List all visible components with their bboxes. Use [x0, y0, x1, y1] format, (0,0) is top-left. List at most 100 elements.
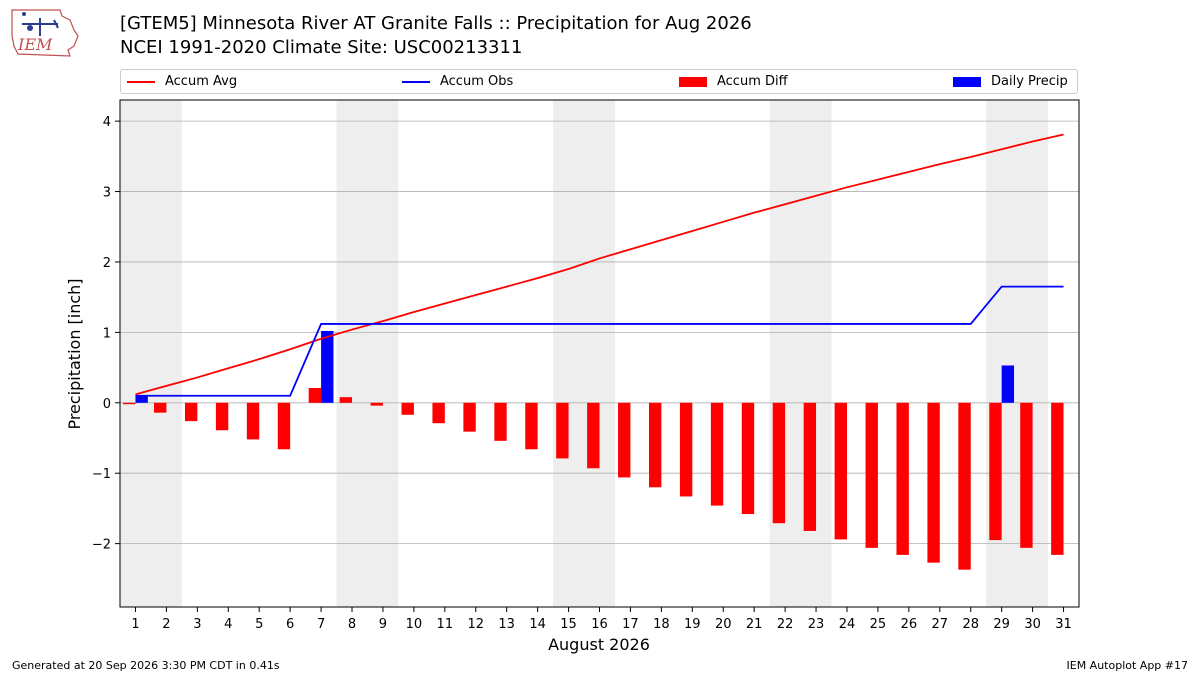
xtick-label: 8	[348, 617, 356, 632]
y-axis-label: Precipitation [inch]	[65, 278, 84, 429]
legend-swatch-accum-avg	[127, 80, 155, 83]
legend-swatch-accum-obs	[402, 80, 430, 83]
ytick-label: 4	[103, 115, 111, 130]
accum-obs-line	[135, 285, 1064, 397]
xtick-label: 12	[467, 617, 484, 632]
xtick-label: 20	[715, 617, 732, 632]
accum-diff-bar	[618, 402, 631, 478]
xtick-label: 2	[162, 617, 170, 632]
xtick-label: 27	[932, 617, 949, 632]
accum-diff-bar	[246, 402, 260, 440]
accum-diff-bar	[277, 402, 291, 450]
xtick-label: 7	[317, 617, 325, 632]
accum-diff-bar	[525, 402, 538, 450]
chart-legend: Accum Avg Accum Obs Accum Diff Daily Pre…	[120, 69, 1078, 94]
xtick-label: 24	[839, 617, 856, 632]
xtick-label: 25	[870, 617, 887, 632]
accum-diff-bar	[494, 402, 507, 441]
xtick-label: 5	[255, 617, 263, 632]
weekend-band-3	[553, 100, 615, 607]
legend-item-accum-obs: Accum Obs	[402, 74, 513, 89]
legend-label-accum-diff: Accum Diff	[717, 74, 788, 89]
chart-title: [GTEM5] Minnesota River AT Granite Falls…	[120, 13, 752, 34]
accum-diff-bar	[989, 402, 1002, 541]
xtick-label: 28	[962, 617, 979, 632]
legend-swatch-accum-diff	[679, 76, 707, 87]
legend-item-daily-precip: Daily Precip	[953, 74, 1068, 89]
accum-diff-bar	[339, 397, 353, 403]
footer-app: IEM Autoplot App #17	[1066, 659, 1189, 672]
xtick-label: 15	[560, 617, 577, 632]
legend-label-accum-obs: Accum Obs	[440, 74, 514, 89]
accum-diff-bar	[308, 388, 322, 403]
xtick-label: 10	[406, 617, 423, 632]
accum-diff-bar	[463, 402, 476, 432]
xtick-label: 16	[591, 617, 608, 632]
xtick-label: 29	[993, 617, 1010, 632]
daily-precip-bar	[321, 330, 334, 403]
x-axis-label: August 2026	[548, 635, 650, 654]
daily-precip-bar	[135, 395, 148, 403]
accum-diff-bar	[154, 402, 167, 413]
accum-diff-bar	[958, 402, 971, 570]
accum-diff-bar	[401, 402, 414, 415]
xtick-label: 26	[901, 617, 918, 632]
daily-precip-bar	[1001, 365, 1015, 403]
accum-diff-bar	[710, 402, 724, 506]
xtick-label: 23	[808, 617, 825, 632]
accum-diff-bar	[123, 402, 136, 405]
accum-diff-bar	[772, 402, 786, 524]
xtick-label: 30	[1024, 617, 1041, 632]
legend-item-accum-diff: Accum Diff	[679, 74, 788, 89]
xtick-label: 19	[684, 617, 701, 632]
xtick-label: 18	[653, 617, 670, 632]
svg-text:IEM: IEM	[17, 35, 53, 54]
legend-swatch-daily-precip	[953, 76, 981, 87]
xtick-label: 1	[131, 617, 139, 632]
accum-diff-bar	[184, 402, 198, 422]
ytick-label: 2	[103, 256, 111, 271]
xtick-label: 17	[622, 617, 639, 632]
xtick-label: 22	[777, 617, 794, 632]
xtick-label: 3	[193, 617, 201, 632]
accum-diff-bar	[370, 402, 383, 406]
iem-logo: IEM	[11, 9, 79, 57]
accum-diff-bar	[648, 402, 662, 488]
accum-diff-bar	[1051, 402, 1064, 555]
weekend-band-4	[769, 100, 832, 607]
accum-diff-bar	[587, 402, 600, 469]
ytick-label: 1	[103, 326, 111, 341]
xtick-label: 31	[1055, 617, 1072, 632]
xtick-label: 13	[498, 617, 515, 632]
legend-item-accum-avg: Accum Avg	[127, 74, 237, 89]
xtick-label: 9	[379, 617, 387, 632]
accum-diff-bar	[679, 402, 693, 497]
legend-label-daily-precip: Daily Precip	[991, 74, 1068, 89]
ytick-label: 0	[103, 397, 111, 412]
legend-label-accum-avg: Accum Avg	[165, 74, 238, 89]
ytick-label: 3	[103, 186, 111, 201]
accum-diff-bar	[432, 402, 445, 424]
accum-diff-bar	[834, 402, 847, 540]
accum-diff-bar	[556, 402, 569, 459]
ytick-label: −2	[92, 538, 111, 553]
weekend-band-1	[120, 100, 182, 607]
xtick-label: 4	[224, 617, 232, 632]
accum-diff-bar	[1020, 402, 1033, 548]
chart-subtitle: NCEI 1991-2020 Climate Site: USC00213311	[120, 37, 523, 58]
weekend-band-2	[336, 100, 399, 607]
accum-avg-line	[135, 133, 1064, 396]
xtick-label: 14	[529, 617, 546, 632]
accum-diff-bar	[927, 402, 940, 563]
accum-diff-bar	[865, 402, 878, 548]
ytick-label: −1	[92, 467, 111, 482]
xtick-label: 11	[437, 617, 454, 632]
xtick-label: 21	[746, 617, 763, 632]
xtick-label: 6	[286, 617, 294, 632]
footer-generated: Generated at 20 Sep 2026 3:30 PM CDT in …	[12, 659, 280, 672]
accum-diff-bar	[896, 402, 909, 555]
accum-diff-bar	[803, 402, 817, 531]
accum-diff-bar	[215, 402, 229, 431]
accum-diff-bar	[741, 402, 755, 515]
